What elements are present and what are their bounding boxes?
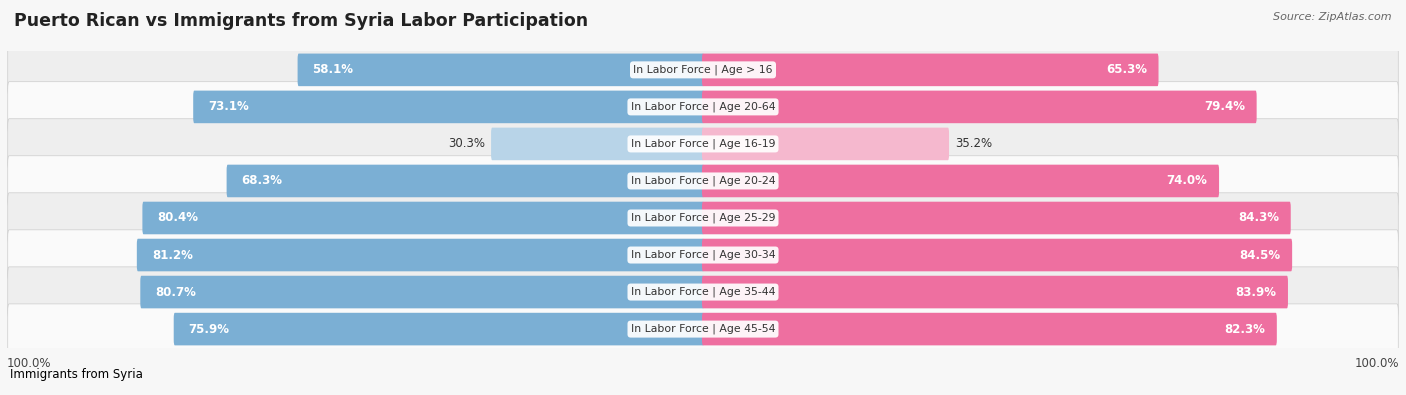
Text: In Labor Force | Age 25-29: In Labor Force | Age 25-29 (631, 213, 775, 223)
FancyBboxPatch shape (7, 230, 1399, 280)
FancyBboxPatch shape (7, 156, 1399, 206)
FancyBboxPatch shape (142, 202, 704, 234)
Text: 83.9%: 83.9% (1236, 286, 1277, 299)
Text: In Labor Force | Age 30-34: In Labor Force | Age 30-34 (631, 250, 775, 260)
FancyBboxPatch shape (174, 313, 704, 345)
Text: 58.1%: 58.1% (312, 63, 353, 76)
FancyBboxPatch shape (226, 165, 704, 197)
Text: Puerto Rican vs Immigrants from Syria Labor Participation: Puerto Rican vs Immigrants from Syria La… (14, 12, 588, 30)
Text: 80.7%: 80.7% (155, 286, 197, 299)
Text: In Labor Force | Age 45-54: In Labor Force | Age 45-54 (631, 324, 775, 334)
Text: 84.3%: 84.3% (1239, 211, 1279, 224)
Text: 80.4%: 80.4% (157, 211, 198, 224)
Text: Source: ZipAtlas.com: Source: ZipAtlas.com (1274, 12, 1392, 22)
FancyBboxPatch shape (141, 276, 704, 308)
FancyBboxPatch shape (7, 119, 1399, 169)
Text: 75.9%: 75.9% (188, 323, 229, 336)
Text: 81.2%: 81.2% (152, 248, 193, 261)
Text: In Labor Force | Age 35-44: In Labor Force | Age 35-44 (631, 287, 775, 297)
FancyBboxPatch shape (491, 128, 704, 160)
Text: 100.0%: 100.0% (7, 357, 52, 370)
FancyBboxPatch shape (702, 90, 1257, 123)
FancyBboxPatch shape (298, 54, 704, 86)
FancyBboxPatch shape (7, 304, 1399, 354)
FancyBboxPatch shape (702, 276, 1288, 308)
FancyBboxPatch shape (7, 82, 1399, 132)
Text: In Labor Force | Age 20-24: In Labor Force | Age 20-24 (631, 176, 775, 186)
Text: In Labor Force | Age 16-19: In Labor Force | Age 16-19 (631, 139, 775, 149)
Text: 74.0%: 74.0% (1167, 175, 1208, 188)
FancyBboxPatch shape (702, 239, 1292, 271)
Text: 100.0%: 100.0% (1354, 357, 1399, 370)
Text: 79.4%: 79.4% (1204, 100, 1246, 113)
FancyBboxPatch shape (136, 239, 704, 271)
FancyBboxPatch shape (7, 193, 1399, 243)
Text: In Labor Force | Age > 16: In Labor Force | Age > 16 (633, 65, 773, 75)
Text: 35.2%: 35.2% (955, 137, 993, 150)
FancyBboxPatch shape (702, 165, 1219, 197)
FancyBboxPatch shape (7, 267, 1399, 317)
FancyBboxPatch shape (7, 45, 1399, 95)
Text: 65.3%: 65.3% (1107, 63, 1147, 76)
Legend: Puerto Rican, Immigrants from Syria: Puerto Rican, Immigrants from Syria (0, 364, 148, 386)
Text: 84.5%: 84.5% (1240, 248, 1281, 261)
FancyBboxPatch shape (702, 313, 1277, 345)
FancyBboxPatch shape (193, 90, 704, 123)
FancyBboxPatch shape (702, 202, 1291, 234)
FancyBboxPatch shape (702, 128, 949, 160)
Text: In Labor Force | Age 20-64: In Labor Force | Age 20-64 (631, 102, 775, 112)
FancyBboxPatch shape (702, 54, 1159, 86)
Text: 68.3%: 68.3% (242, 175, 283, 188)
Text: 82.3%: 82.3% (1225, 323, 1265, 336)
Text: 73.1%: 73.1% (208, 100, 249, 113)
Text: 30.3%: 30.3% (449, 137, 485, 150)
